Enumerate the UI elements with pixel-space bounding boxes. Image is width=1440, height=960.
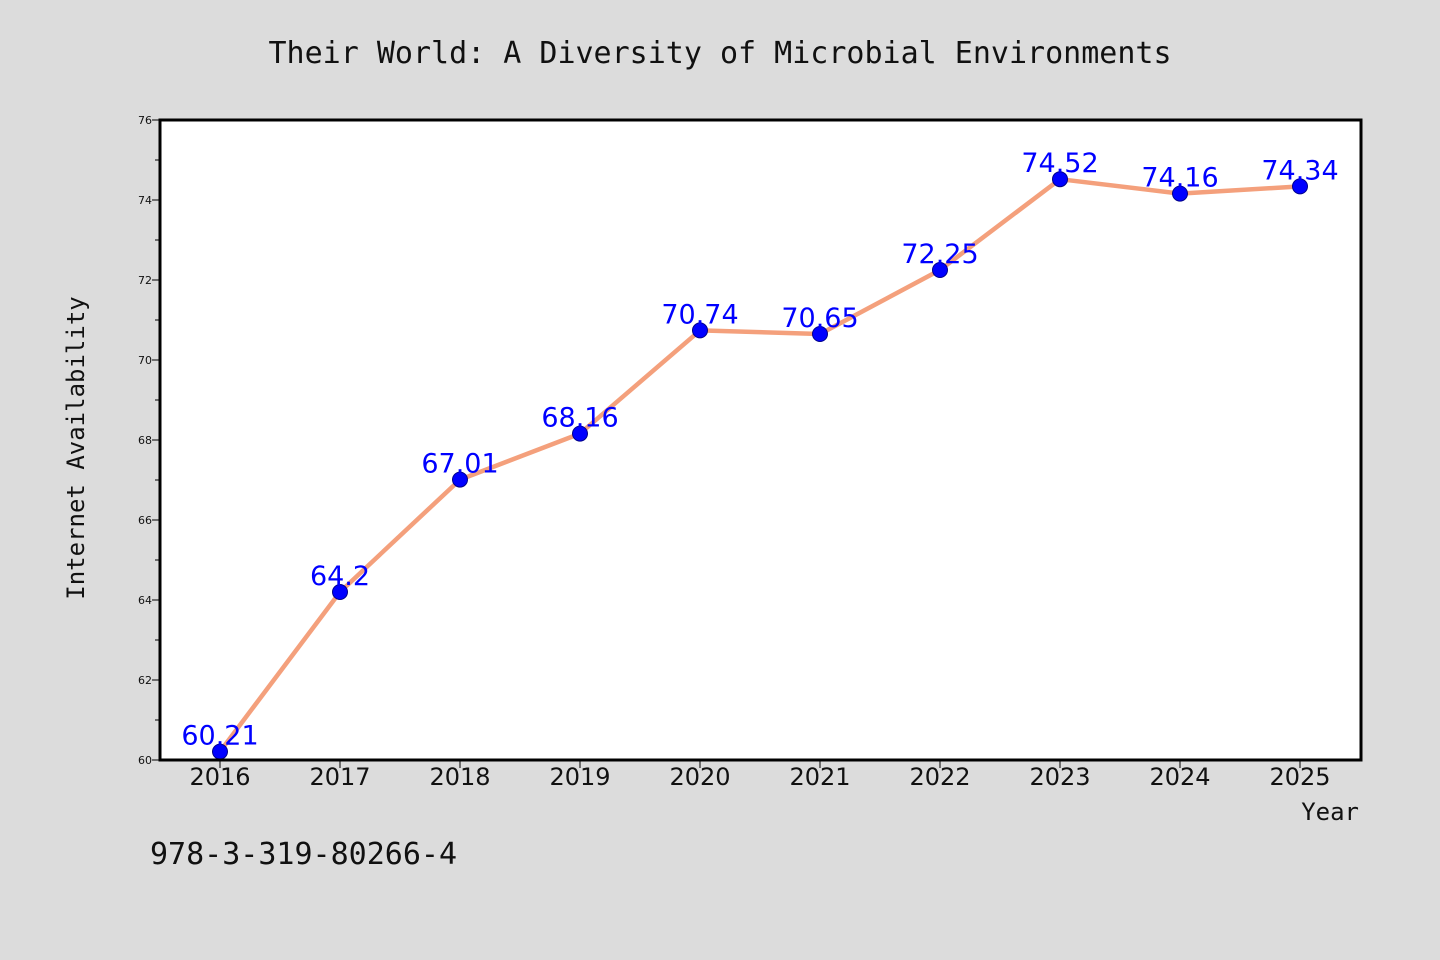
- x-tick-label: 2018: [429, 763, 490, 791]
- x-tick-label: 2023: [1029, 763, 1090, 791]
- series-line: [217, 176, 1303, 754]
- data-label: 67.01: [421, 449, 498, 480]
- x-tick-label: 2020: [669, 763, 730, 791]
- data-point: [812, 326, 828, 342]
- plot-frame: [158, 118, 1363, 762]
- data-point: [932, 262, 948, 278]
- plot-area: [160, 120, 1361, 760]
- x-axis-label: Year: [1301, 798, 1359, 826]
- y-tick-label: 64: [138, 594, 152, 607]
- isbn-footer: 978-3-319-80266-4: [150, 837, 457, 872]
- y-tick-label: 68: [138, 434, 152, 447]
- x-tick-label: 2016: [189, 763, 250, 791]
- data-label: 70.65: [781, 303, 858, 334]
- y-tick-label: 66: [138, 514, 152, 527]
- chart-title: Their World: A Diversity of Microbial En…: [268, 36, 1171, 71]
- data-point: [1172, 185, 1188, 202]
- y-tick-label: 74: [138, 194, 152, 207]
- data-point: [1052, 171, 1068, 188]
- series-layer: 60.21 64.2 67.01 68.16 70.74 70.65 72.25 74.52 7…: [181, 148, 1339, 760]
- x-tick-label: 2019: [549, 763, 610, 791]
- data-label: 60.21: [181, 721, 258, 752]
- data-label: 74.16: [1141, 163, 1218, 194]
- y-axis-label: Internet Availability: [62, 296, 90, 599]
- data-point: [692, 322, 708, 339]
- data-label: 72.25: [901, 239, 978, 270]
- x-tick-label: 2025: [1269, 763, 1330, 791]
- y-tick-label: 72: [138, 274, 152, 287]
- y-tick-label: 76: [138, 114, 152, 127]
- data-label: 64.2: [310, 561, 370, 592]
- data-label: 68.16: [541, 403, 618, 434]
- data-label: 74.52: [1021, 148, 1098, 179]
- x-tick-label: 2021: [789, 763, 850, 791]
- x-tick-label: 2024: [1149, 763, 1210, 791]
- data-label: 74.34: [1261, 155, 1338, 186]
- y-tick-label: 70: [138, 354, 152, 367]
- y-tick-label: 60: [138, 754, 152, 767]
- x-tick-label: 2017: [309, 763, 370, 791]
- x-tick-label: 2022: [909, 763, 970, 791]
- data-point: [1292, 178, 1308, 195]
- data-label: 70.74: [661, 299, 738, 330]
- data-point: [332, 584, 348, 600]
- y-tick-label: 62: [138, 674, 152, 687]
- data-point: [572, 425, 588, 442]
- data-point: [452, 471, 468, 488]
